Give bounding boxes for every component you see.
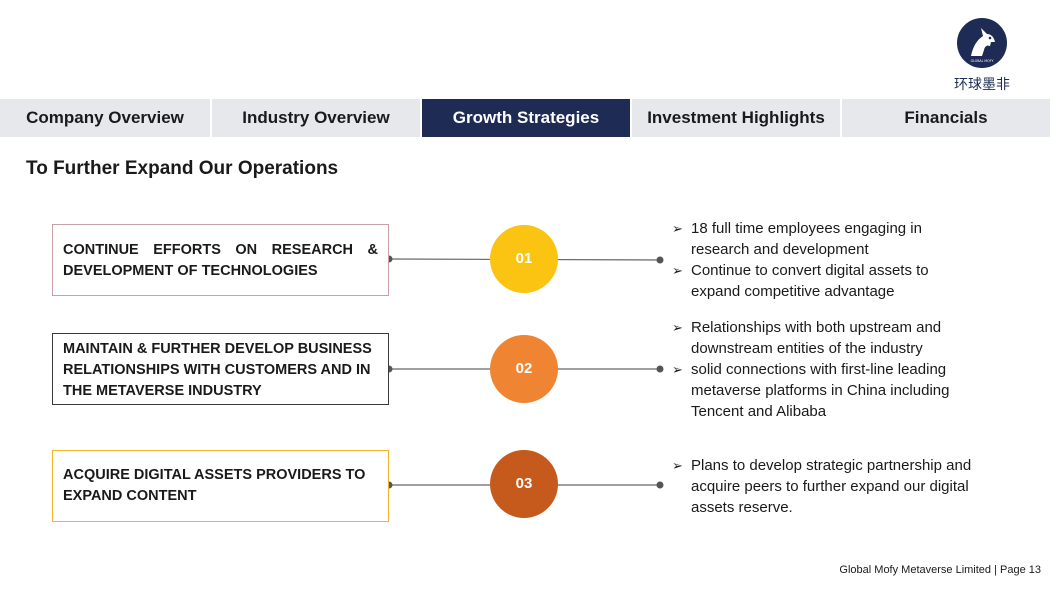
strategy-bullets-1: ➢ 18 full time employees engaging in rese… — [672, 218, 972, 302]
arrow-bullet-icon: ➢ — [672, 221, 683, 236]
strategy-box-1: CONTINUE EFFORTS ON RESEARCH & DEVELOPME… — [52, 224, 389, 296]
strategy-box-3: ACQUIRE DIGITAL ASSETS PROVIDERS TO EXPA… — [52, 450, 389, 522]
tab-financials[interactable]: Financials — [840, 99, 1050, 137]
strategy-bullets-2: ➢ Relationships with both upstream and do… — [672, 317, 982, 422]
section-nav: Company Overview Industry Overview Growt… — [0, 99, 1050, 137]
arrow-bullet-icon: ➢ — [672, 362, 683, 377]
bullet-item: ➢ Continue to convert digital assets to e… — [672, 262, 929, 300]
svg-text:GLOBAL MOFY: GLOBAL MOFY — [971, 59, 994, 63]
company-logo: GLOBAL MOFY 环球墨非 — [946, 18, 1018, 94]
connector-dot — [656, 481, 664, 489]
bullet-item: ➢ Relationships with both upstream and do… — [672, 319, 942, 357]
strategy-number-2: 02 — [490, 335, 558, 403]
tab-growth-strategies[interactable]: Growth Strategies — [420, 99, 630, 137]
tab-company-overview[interactable]: Company Overview — [0, 99, 210, 137]
strategy-number-3: 03 — [490, 450, 558, 518]
strategy-box-2: MAINTAIN & FURTHER DEVELOP BUSINESS RELA… — [52, 333, 389, 405]
arrow-bullet-icon: ➢ — [672, 320, 683, 335]
bullet-item: ➢ solid connections with first-line leadi… — [672, 361, 950, 420]
strategy-number-1: 01 — [490, 225, 558, 293]
page-title: To Further Expand Our Operations — [26, 158, 339, 179]
tab-industry-overview[interactable]: Industry Overview — [210, 99, 420, 137]
page-footer: Global Mofy Metaverse Limited | Page 13 — [839, 564, 1041, 576]
strategy-bullets-3: ➢ Plans to develop strategic partnership … — [672, 455, 992, 518]
arrow-bullet-icon: ➢ — [672, 263, 683, 278]
bullet-item: ➢ 18 full time employees engaging in rese… — [672, 220, 922, 258]
tab-investment-highlights[interactable]: Investment Highlights — [630, 99, 840, 137]
logo-chinese-text: 环球墨非 — [954, 77, 1010, 93]
arrow-bullet-icon: ➢ — [672, 458, 683, 473]
bullet-item: ➢ Plans to develop strategic partnership … — [672, 457, 972, 516]
connector-dot — [656, 365, 664, 373]
connector-dot — [656, 256, 664, 264]
unicorn-emblem-icon: GLOBAL MOFY — [957, 18, 1007, 68]
